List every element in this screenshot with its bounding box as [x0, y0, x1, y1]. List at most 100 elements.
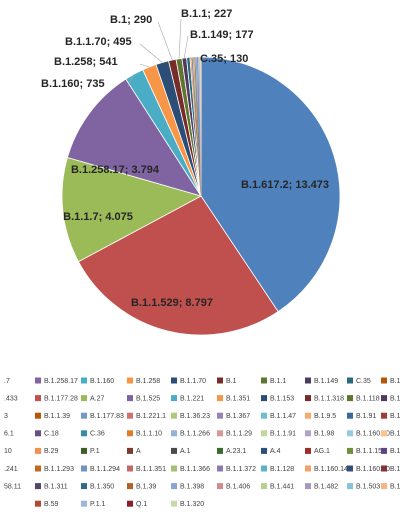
pie-slices — [61, 56, 341, 336]
legend-entry: B.1.98 — [314, 431, 334, 438]
legend-swatch — [381, 483, 387, 490]
legend-swatch — [171, 430, 177, 437]
legend-entry: B.1.258.17 — [44, 378, 78, 385]
legend-entry: B.1.1.159 — [356, 448, 386, 455]
legend-swatch — [81, 430, 87, 437]
legend-entry: C.35 — [356, 378, 371, 385]
legend-entry: B.1. — [390, 431, 400, 438]
legend-entry: A.4 — [270, 448, 281, 455]
legend-swatch — [261, 465, 267, 472]
legend-swatch — [217, 377, 223, 384]
legend-swatch — [217, 483, 223, 490]
legend-swatch — [127, 500, 133, 507]
legend-entry: B.1.367 — [226, 413, 250, 420]
legend-entry: AG.1 — [314, 448, 330, 455]
legend-entry: 58.11 — [4, 483, 21, 490]
legend-entry: A.23.1 — [226, 448, 246, 455]
legend-swatch — [217, 447, 223, 454]
legend-swatch — [127, 447, 133, 454]
legend-entry: B.1.503 — [356, 483, 380, 490]
legend-swatch — [171, 395, 177, 402]
data-label-b-1-149: B.1.149; 177 — [190, 29, 254, 41]
data-label-b-1-258-17: B.1.258.17; 3.794 — [71, 164, 160, 176]
legend-swatch — [127, 412, 133, 419]
legend-entry: .433 — [4, 395, 18, 402]
legend-entry: B.1.149 — [314, 378, 338, 385]
legend-swatch — [171, 483, 177, 490]
legend-entry: C.18 — [44, 431, 59, 438]
legend-entry: B.1. — [390, 378, 400, 385]
legend-swatch — [305, 483, 311, 490]
legend-swatch — [127, 483, 133, 490]
legend-swatch — [171, 447, 177, 454]
legend-entry: B.1. — [390, 395, 400, 402]
leader-line — [178, 18, 182, 59]
leader-line — [188, 57, 199, 61]
legend-swatch — [127, 395, 133, 402]
legend-entry: 3 — [4, 413, 8, 420]
legend-swatch — [171, 377, 177, 384]
legend-entry: B.1.9.5 — [314, 413, 336, 420]
legend-entry: B.1.1.318 — [314, 395, 344, 402]
legend-swatch — [35, 395, 41, 402]
legend-swatch — [305, 377, 311, 384]
legend-swatch — [261, 377, 267, 384]
legend-entry: B.1.128 — [270, 466, 294, 473]
legend-swatch — [305, 395, 311, 402]
legend-entry: .241 — [4, 466, 18, 473]
legend-entry: B.1.1.10 — [136, 431, 162, 438]
data-label-b-1-1: B.1.1; 227 — [181, 8, 232, 20]
legend-swatch — [347, 412, 353, 419]
legend-entry: .7 — [4, 378, 10, 385]
legend-entry: B.1.36.23 — [180, 413, 210, 420]
legend-swatch — [35, 483, 41, 490]
legend-entry: B.1. — [390, 466, 400, 473]
legend-swatch — [261, 447, 267, 454]
legend-entry: B.1.1.293 — [44, 466, 74, 473]
legend-swatch — [261, 430, 267, 437]
legend-entry: B.1.1.29 — [226, 431, 252, 438]
legend-entry: B.1. — [390, 413, 400, 420]
data-label-b-1-617-2: B.1.617.2; 13.473 — [241, 179, 329, 191]
legend-swatch — [81, 465, 87, 472]
legend-entry: B.1.406 — [226, 483, 250, 490]
legend-swatch — [217, 412, 223, 419]
data-label-b-1-1-70: B.1.1.70; 495 — [65, 36, 132, 48]
legend-entry: B.1.1.39 — [44, 413, 70, 420]
slice-rest-stripe — [199, 56, 202, 197]
data-label-b-1-258: B.1.258; 541 — [54, 56, 118, 68]
legend-swatch — [171, 465, 177, 472]
data-label-c-35: C.35; 130 — [200, 53, 248, 65]
legend-swatch — [35, 377, 41, 384]
legend-entry: P.1 — [90, 448, 100, 455]
leader-line — [127, 73, 135, 87]
legend-entry: B.1.221.1 — [136, 413, 166, 420]
legend-swatch — [347, 465, 353, 472]
leader-line — [139, 43, 163, 63]
legend-entry: B.1.6 — [390, 483, 400, 490]
legend-entry: B.1.177.28 — [44, 395, 78, 402]
legend-entry: B.1.160.30 — [356, 431, 390, 438]
legend-swatch — [347, 483, 353, 490]
legend-entry: B.1.351 — [226, 395, 250, 402]
legend-entry: B.1.311 — [44, 483, 68, 490]
legend-swatch — [171, 412, 177, 419]
legend-entry: B.1.258 — [136, 378, 160, 385]
legend-entry: B.59 — [44, 501, 59, 508]
data-label-b-1-1-529: B.1.1.529; 8.797 — [131, 297, 213, 309]
legend-entry: B.1.160.14 — [314, 466, 348, 473]
legend-swatch — [35, 447, 41, 454]
legend-swatch — [261, 395, 267, 402]
legend-entry: B.1.525 — [136, 395, 160, 402]
legend-entry: B.1.1.372 — [226, 466, 256, 473]
legend-swatch — [381, 412, 387, 419]
legend-swatch — [81, 395, 87, 402]
legend-entry: B.1.1 — [270, 378, 286, 385]
legend-swatch — [81, 377, 87, 384]
legend-entry: B.1.39 — [136, 483, 156, 490]
legend-swatch — [217, 465, 223, 472]
legend-entry: B.1.350 — [90, 483, 114, 490]
legend-entry: B.1.221 — [180, 395, 204, 402]
legend-entry: B.29 — [44, 448, 59, 455]
legend-entry: 6.1 — [4, 431, 14, 438]
